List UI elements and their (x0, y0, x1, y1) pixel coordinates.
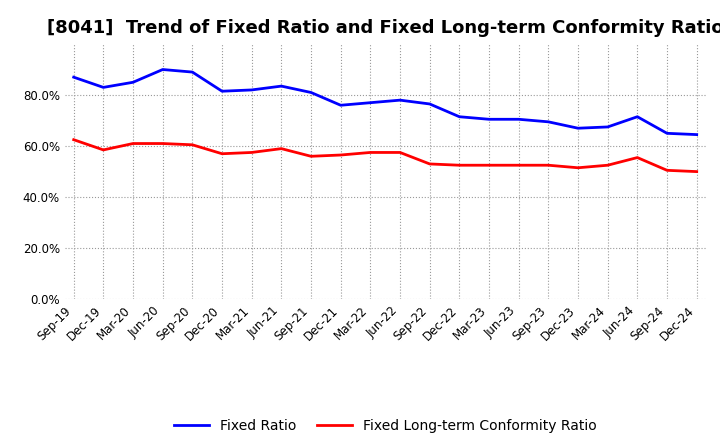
Fixed Long-term Conformity Ratio (188, 142, 197, 147)
Fixed Ratio (574, 125, 582, 131)
Fixed Long-term Conformity Ratio (693, 169, 701, 174)
Fixed Long-term Conformity Ratio (485, 162, 493, 168)
Fixed Long-term Conformity Ratio (248, 150, 256, 155)
Fixed Ratio (485, 117, 493, 122)
Fixed Long-term Conformity Ratio (307, 154, 315, 159)
Fixed Ratio (603, 124, 612, 129)
Fixed Long-term Conformity Ratio (574, 165, 582, 170)
Legend: Fixed Ratio, Fixed Long-term Conformity Ratio: Fixed Ratio, Fixed Long-term Conformity … (168, 413, 602, 438)
Fixed Long-term Conformity Ratio (366, 150, 374, 155)
Fixed Long-term Conformity Ratio (662, 168, 671, 173)
Fixed Long-term Conformity Ratio (426, 161, 434, 167)
Fixed Ratio (248, 87, 256, 92)
Fixed Long-term Conformity Ratio (158, 141, 167, 146)
Fixed Long-term Conformity Ratio (217, 151, 226, 156)
Fixed Ratio (366, 100, 374, 105)
Fixed Long-term Conformity Ratio (69, 137, 78, 142)
Fixed Ratio (514, 117, 523, 122)
Fixed Long-term Conformity Ratio (455, 162, 464, 168)
Fixed Long-term Conformity Ratio (336, 152, 345, 158)
Line: Fixed Long-term Conformity Ratio: Fixed Long-term Conformity Ratio (73, 139, 697, 172)
Fixed Long-term Conformity Ratio (396, 150, 405, 155)
Fixed Ratio (544, 119, 553, 125)
Fixed Long-term Conformity Ratio (99, 147, 108, 153)
Fixed Ratio (455, 114, 464, 119)
Fixed Long-term Conformity Ratio (544, 162, 553, 168)
Fixed Ratio (633, 114, 642, 119)
Line: Fixed Ratio: Fixed Ratio (73, 70, 697, 135)
Fixed Long-term Conformity Ratio (129, 141, 138, 146)
Fixed Ratio (336, 103, 345, 108)
Fixed Long-term Conformity Ratio (633, 155, 642, 160)
Fixed Ratio (662, 131, 671, 136)
Fixed Long-term Conformity Ratio (277, 146, 286, 151)
Fixed Ratio (188, 70, 197, 75)
Fixed Long-term Conformity Ratio (514, 162, 523, 168)
Fixed Ratio (69, 74, 78, 80)
Fixed Long-term Conformity Ratio (603, 162, 612, 168)
Title: [8041]  Trend of Fixed Ratio and Fixed Long-term Conformity Ratio: [8041] Trend of Fixed Ratio and Fixed Lo… (47, 19, 720, 37)
Fixed Ratio (396, 98, 405, 103)
Fixed Ratio (99, 85, 108, 90)
Fixed Ratio (307, 90, 315, 95)
Fixed Ratio (277, 84, 286, 89)
Fixed Ratio (217, 88, 226, 94)
Fixed Ratio (426, 101, 434, 106)
Fixed Ratio (129, 80, 138, 85)
Fixed Ratio (158, 67, 167, 72)
Fixed Ratio (693, 132, 701, 137)
